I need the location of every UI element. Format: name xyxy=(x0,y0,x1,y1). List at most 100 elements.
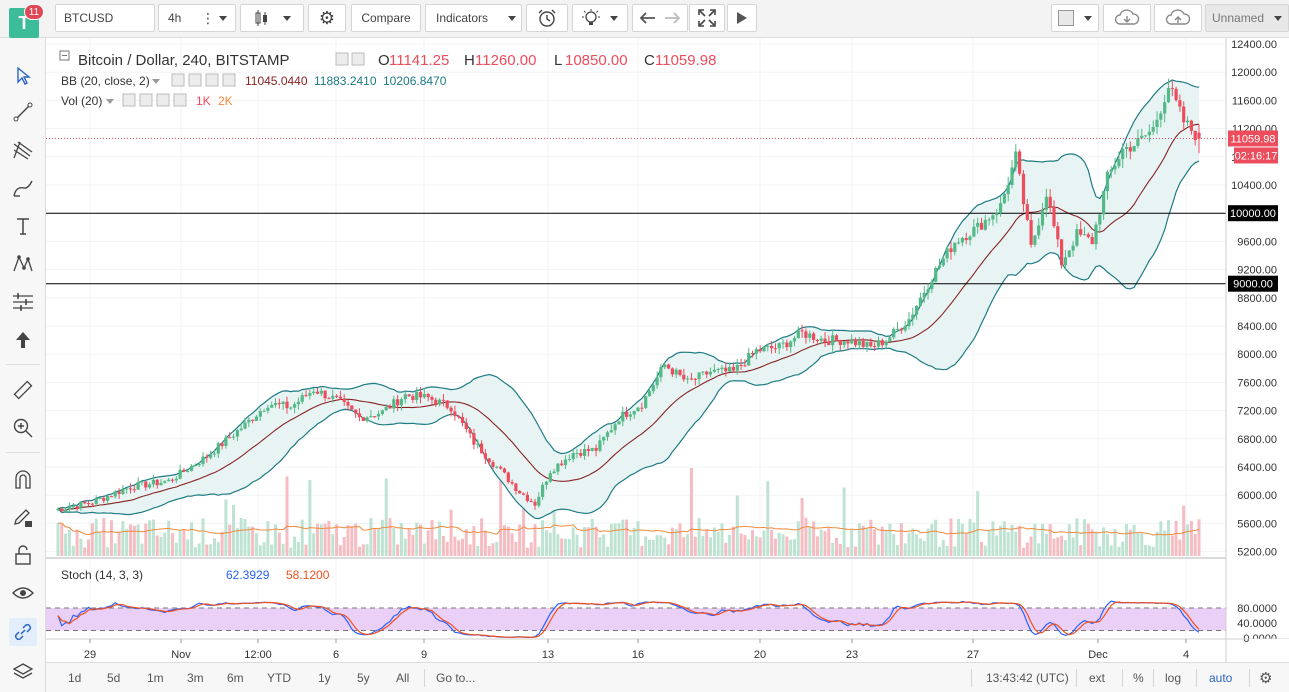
chart-type-button[interactable] xyxy=(240,4,304,32)
close-icon[interactable] xyxy=(173,93,187,107)
settings-button[interactable]: ⚙ xyxy=(308,4,346,32)
save-layout-button[interactable] xyxy=(1154,4,1202,32)
alert-button[interactable] xyxy=(526,4,568,32)
gear-icon[interactable] xyxy=(188,73,202,87)
interval-button[interactable]: 4h ⋮ xyxy=(158,4,236,32)
lock-tool[interactable] xyxy=(9,541,37,569)
plus-icon[interactable] xyxy=(205,73,219,87)
ohlc-key: O xyxy=(378,52,390,69)
legend-bb-label: BB (20, close, 2) xyxy=(61,74,150,88)
stay-drawing-tool[interactable] xyxy=(9,504,37,532)
range-button[interactable]: 5d xyxy=(107,670,121,685)
gear-icon[interactable] xyxy=(351,52,365,66)
cursor-tool[interactable] xyxy=(9,62,37,90)
range-button[interactable]: 1y xyxy=(318,670,331,685)
layout-menu-button[interactable]: Unnamed xyxy=(1205,4,1289,32)
chevron-down-icon[interactable] xyxy=(106,99,114,104)
brush-tool[interactable] xyxy=(9,174,37,202)
zoom-tool[interactable] xyxy=(9,414,37,442)
candle-body xyxy=(575,453,579,454)
horizontal-levels[interactable] xyxy=(46,212,1226,285)
indicators-button[interactable]: Indicators xyxy=(425,4,522,32)
level-badge xyxy=(1228,275,1278,292)
range-button[interactable]: 3m xyxy=(187,670,204,685)
sync-drawings-tool[interactable] xyxy=(9,618,37,646)
volume-bar xyxy=(243,519,247,556)
eye-toggle-icon[interactable] xyxy=(335,52,349,66)
legend-pair-icons[interactable] xyxy=(335,52,365,66)
chart-canvas[interactable]: 12400.0012000.0011600.0011200.0010800.00… xyxy=(46,38,1289,662)
text-tool[interactable] xyxy=(9,212,37,240)
replay-button[interactable] xyxy=(572,4,628,32)
volume-bar xyxy=(892,534,896,556)
range-button[interactable]: 5y xyxy=(357,670,370,685)
range-button[interactable]: 1d xyxy=(68,670,82,685)
scale-toggle-ext[interactable]: ext xyxy=(1089,670,1106,685)
volume-bar xyxy=(365,544,369,556)
chevron-down-icon[interactable] xyxy=(152,79,160,84)
color-picker-button[interactable] xyxy=(1051,4,1099,32)
volume-bar xyxy=(438,521,442,556)
goto-button[interactable]: Go to... xyxy=(436,663,475,692)
bb-icons[interactable] xyxy=(171,73,236,87)
volume-bar xyxy=(617,523,621,556)
candle-body xyxy=(777,343,781,349)
volume-bar xyxy=(533,524,537,556)
volume-bar xyxy=(628,535,632,556)
arrow-tool[interactable] xyxy=(9,326,37,354)
stoch-d-line xyxy=(57,601,1200,638)
layout-name: Unnamed xyxy=(1212,11,1265,25)
load-layout-button[interactable] xyxy=(1103,4,1151,32)
volume-bar xyxy=(934,519,938,556)
volume-bar xyxy=(327,520,331,556)
undo-icon[interactable] xyxy=(639,11,657,25)
volume-bar xyxy=(193,547,197,556)
candle-body xyxy=(857,341,861,346)
compare-button[interactable]: Compare xyxy=(351,4,421,32)
candle-body xyxy=(598,440,602,451)
vol-icons[interactable] xyxy=(122,93,187,107)
gear-icon[interactable] xyxy=(139,93,153,107)
scale-toggle-log[interactable]: log xyxy=(1165,670,1182,685)
candle-body xyxy=(1113,166,1117,170)
chart-settings-button[interactable]: ⚙ xyxy=(1259,663,1272,692)
candle-body xyxy=(1155,119,1159,127)
volume-bar xyxy=(987,530,991,556)
ruler-tool[interactable] xyxy=(9,376,37,404)
notification-badge[interactable]: 11 xyxy=(24,4,44,20)
prediction-tool[interactable] xyxy=(9,288,37,316)
layers-tool[interactable] xyxy=(9,658,37,686)
play-button[interactable] xyxy=(727,4,757,32)
plus-icon[interactable] xyxy=(156,93,170,107)
range-button[interactable]: 6m xyxy=(227,670,244,685)
square-icon xyxy=(1058,10,1074,26)
volume-bar xyxy=(151,519,155,556)
fullscreen-button[interactable] xyxy=(689,4,725,32)
eye-toggle-icon[interactable] xyxy=(171,73,185,87)
scale-toggle-percent[interactable]: % xyxy=(1133,670,1144,685)
trend-line-tool[interactable] xyxy=(9,98,37,126)
range-button[interactable]: YTD xyxy=(267,670,291,685)
pattern-tool[interactable] xyxy=(9,250,37,278)
symbol-search-input[interactable]: BTCUSD xyxy=(55,4,155,32)
redo-icon[interactable] xyxy=(663,11,681,25)
volume-bar xyxy=(369,517,373,556)
collapse-icon[interactable] xyxy=(59,50,70,61)
candle-body xyxy=(522,493,526,495)
legend-vol-label: Vol (20) xyxy=(61,94,102,108)
volume-bar xyxy=(724,542,728,556)
scale-toggle-auto[interactable]: auto xyxy=(1209,670,1233,685)
magnet-tool[interactable] xyxy=(9,466,37,494)
range-button[interactable]: 1m xyxy=(147,670,164,685)
pitchfork-tool[interactable] xyxy=(9,136,37,164)
volume-bar xyxy=(487,546,491,556)
visibility-tool[interactable] xyxy=(9,579,37,607)
volume-bar xyxy=(411,534,415,556)
clock[interactable]: 13:43:42 (UTC) xyxy=(986,663,1069,692)
time-axis[interactable]: 29 Nov 12:00 6 9 13 16 20 23 27 Dec 4 xyxy=(84,639,1189,661)
eye-toggle-icon[interactable] xyxy=(122,93,136,107)
range-button[interactable]: All xyxy=(396,670,410,685)
price-axis[interactable]: 12400.0012000.0011600.0011200.0010800.00… xyxy=(1231,39,1277,559)
close-icon[interactable] xyxy=(222,73,236,87)
gear-icon: ⚙ xyxy=(318,7,336,28)
